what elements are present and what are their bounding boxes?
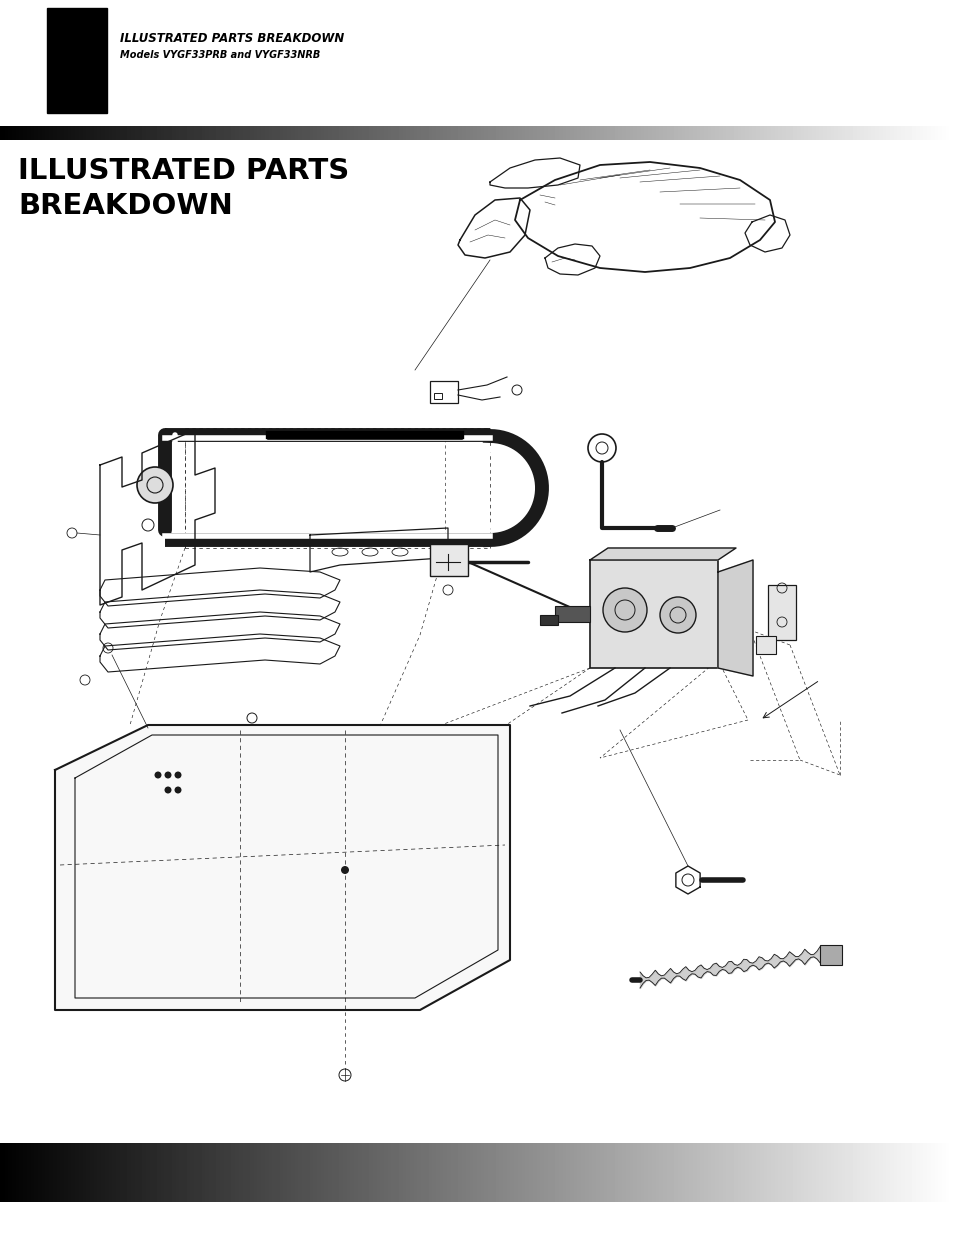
- Circle shape: [340, 866, 349, 874]
- Bar: [434, 393, 441, 399]
- Circle shape: [164, 787, 172, 794]
- Text: ILLUSTRATED PARTS BREAKDOWN: ILLUSTRATED PARTS BREAKDOWN: [120, 32, 344, 44]
- Text: BREAKDOWN: BREAKDOWN: [18, 191, 233, 220]
- Bar: [539, 615, 558, 625]
- Bar: [767, 585, 795, 640]
- Text: Models VYGF33PRB and VYGF33NRB: Models VYGF33PRB and VYGF33NRB: [120, 49, 320, 61]
- Circle shape: [659, 597, 696, 634]
- Polygon shape: [718, 559, 752, 676]
- Bar: [820, 945, 841, 965]
- Bar: [589, 559, 718, 668]
- Bar: [755, 636, 775, 655]
- Circle shape: [174, 772, 181, 778]
- Bar: [555, 606, 589, 622]
- Polygon shape: [55, 725, 510, 1010]
- Polygon shape: [589, 548, 735, 559]
- Circle shape: [154, 772, 161, 778]
- Text: For more information, visit www.desatech.com: For more information, visit www.desatech…: [266, 1162, 687, 1177]
- Bar: [430, 543, 468, 576]
- Bar: [47, 7, 107, 112]
- Circle shape: [137, 467, 172, 503]
- Text: ILLUSTRATED PARTS: ILLUSTRATED PARTS: [18, 157, 349, 185]
- Circle shape: [164, 772, 172, 778]
- Bar: [430, 382, 457, 403]
- Circle shape: [602, 588, 646, 632]
- Circle shape: [174, 787, 181, 794]
